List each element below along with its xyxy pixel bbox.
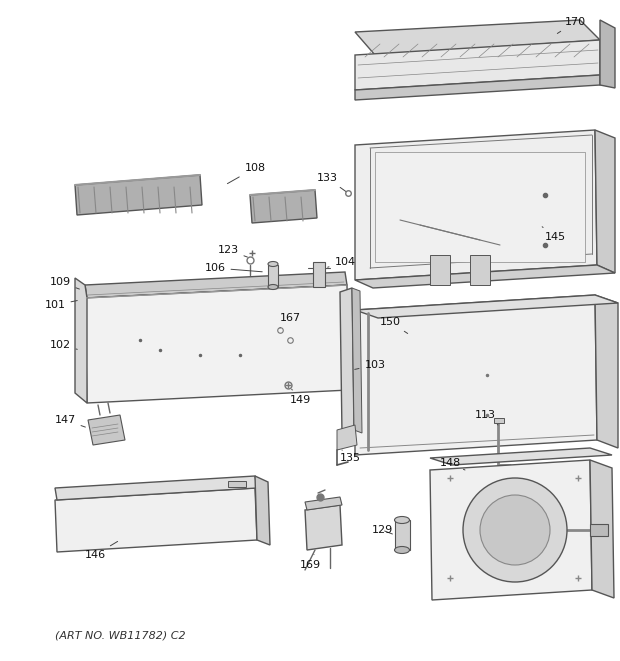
Polygon shape: [85, 272, 347, 298]
Text: 109: 109: [50, 277, 79, 289]
Text: 135: 135: [340, 450, 360, 463]
Polygon shape: [355, 20, 600, 55]
Text: 104: 104: [327, 257, 355, 267]
Polygon shape: [337, 425, 357, 450]
Ellipse shape: [394, 547, 409, 553]
Polygon shape: [600, 20, 615, 88]
Polygon shape: [88, 415, 125, 445]
Polygon shape: [355, 130, 597, 280]
Bar: [590, 524, 608, 536]
Bar: [494, 418, 504, 423]
Polygon shape: [590, 460, 614, 598]
Polygon shape: [55, 488, 257, 552]
Polygon shape: [595, 130, 615, 273]
Bar: [313, 262, 325, 287]
Polygon shape: [430, 255, 450, 285]
Polygon shape: [255, 476, 270, 545]
Text: 106: 106: [205, 263, 262, 273]
Text: 103: 103: [355, 360, 386, 370]
Polygon shape: [305, 505, 342, 550]
Polygon shape: [355, 40, 600, 90]
Ellipse shape: [394, 516, 409, 524]
Polygon shape: [352, 288, 362, 433]
Bar: [395, 520, 410, 550]
Polygon shape: [430, 448, 612, 465]
Text: 102: 102: [50, 340, 78, 350]
Polygon shape: [355, 295, 618, 318]
Ellipse shape: [268, 262, 278, 266]
Bar: [375, 152, 585, 262]
Text: 147: 147: [55, 415, 86, 427]
Polygon shape: [355, 75, 600, 100]
Text: eReplacementParts.com: eReplacementParts.com: [234, 338, 386, 352]
Polygon shape: [355, 265, 615, 288]
Bar: [228, 481, 246, 487]
Text: 145: 145: [542, 227, 565, 242]
Text: (ART NO. WB11782) C2: (ART NO. WB11782) C2: [55, 630, 185, 640]
Text: 101: 101: [45, 300, 78, 310]
Text: 169: 169: [299, 555, 321, 570]
Bar: [268, 265, 278, 287]
Circle shape: [480, 495, 550, 565]
Text: 108: 108: [228, 163, 265, 184]
Circle shape: [463, 478, 567, 582]
Polygon shape: [75, 175, 202, 215]
Text: 129: 129: [371, 525, 392, 535]
Polygon shape: [470, 255, 490, 285]
Polygon shape: [250, 190, 317, 223]
Text: 150: 150: [379, 317, 408, 334]
Polygon shape: [595, 295, 618, 448]
Polygon shape: [55, 476, 257, 500]
Polygon shape: [85, 285, 349, 403]
Text: 167: 167: [280, 313, 301, 328]
Text: 170: 170: [557, 17, 585, 34]
Text: 113: 113: [474, 410, 498, 425]
Text: 148: 148: [440, 458, 465, 470]
Text: 133: 133: [316, 173, 346, 192]
Polygon shape: [75, 278, 87, 403]
Polygon shape: [340, 288, 354, 434]
Ellipse shape: [268, 284, 278, 290]
Polygon shape: [430, 460, 592, 600]
Text: 149: 149: [290, 389, 311, 405]
Text: 123: 123: [218, 245, 247, 257]
Text: 146: 146: [84, 541, 118, 560]
Polygon shape: [355, 295, 597, 455]
Polygon shape: [305, 497, 342, 510]
